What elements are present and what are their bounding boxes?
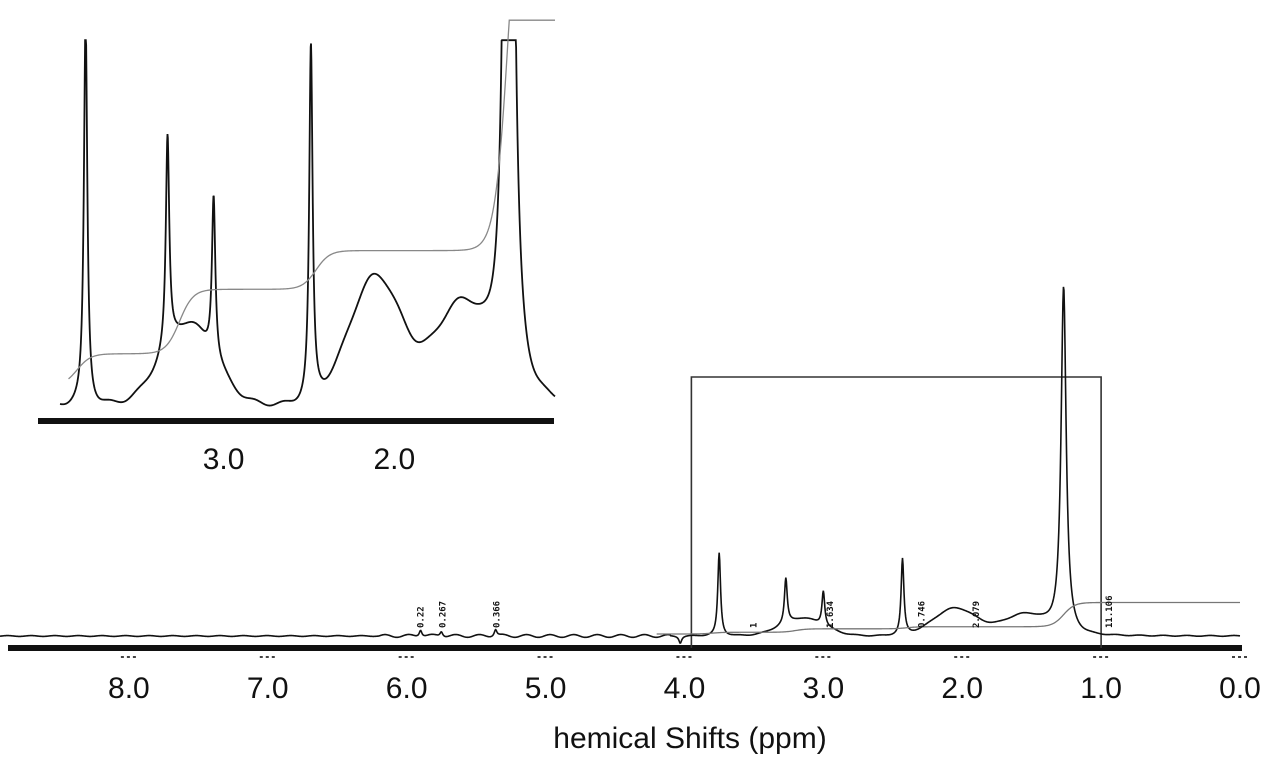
x-axis-label: hemical Shifts (ppm) xyxy=(553,722,826,755)
integration-label: 0.267 xyxy=(439,601,449,628)
main-spectrum: 0.22 0.267 0.366 1 1.634 0.746 2.079 11.106 8.0 7… xyxy=(0,286,1261,705)
x-tick-label: 0.0 xyxy=(1219,672,1261,705)
x-tick-label: 2.0 xyxy=(941,672,983,705)
integral-curve xyxy=(656,601,1240,635)
zoom-region-box xyxy=(690,376,1102,648)
integration-label: 0.22 xyxy=(416,606,426,628)
x-tick-label: 8.0 xyxy=(108,672,150,705)
x-tick-label: 7.0 xyxy=(247,672,289,705)
x-tick-label: 5.0 xyxy=(525,672,567,705)
inset-spectrum-line xyxy=(59,39,556,407)
x-tick-label: 6.0 xyxy=(386,672,428,705)
x-tick-label: 4.0 xyxy=(664,672,706,705)
integration-label: 1 xyxy=(750,623,760,628)
spectrum-line xyxy=(0,286,1241,645)
inset-integral-curve xyxy=(68,19,555,380)
integration-label: 0.366 xyxy=(493,601,503,628)
integration-label: 0.746 xyxy=(918,601,928,628)
integration-label: 2.079 xyxy=(972,601,982,628)
integration-label: 1.634 xyxy=(826,600,836,628)
inset-spectrum: 3.0 2.0 xyxy=(38,19,556,476)
inset-x-tick-label: 2.0 xyxy=(373,443,415,476)
x-tick-label: 3.0 xyxy=(802,672,844,705)
x-tick-label: 1.0 xyxy=(1080,672,1122,705)
integration-label: 11.106 xyxy=(1105,595,1115,628)
inset-x-tick-label: 3.0 xyxy=(203,443,245,476)
